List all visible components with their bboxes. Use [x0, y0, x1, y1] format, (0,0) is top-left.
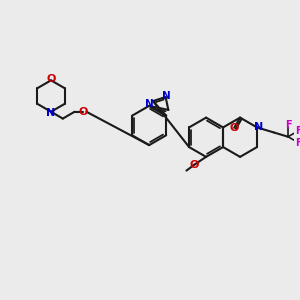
Text: N: N: [145, 99, 154, 109]
Text: O: O: [79, 107, 88, 117]
Text: O: O: [190, 160, 199, 170]
Text: O: O: [46, 74, 56, 84]
Text: N: N: [162, 91, 171, 101]
Text: N: N: [254, 122, 264, 132]
Text: N: N: [46, 108, 56, 118]
Text: F: F: [295, 138, 300, 148]
Text: F: F: [285, 120, 291, 130]
Text: O: O: [230, 123, 239, 133]
Text: F: F: [295, 126, 300, 136]
